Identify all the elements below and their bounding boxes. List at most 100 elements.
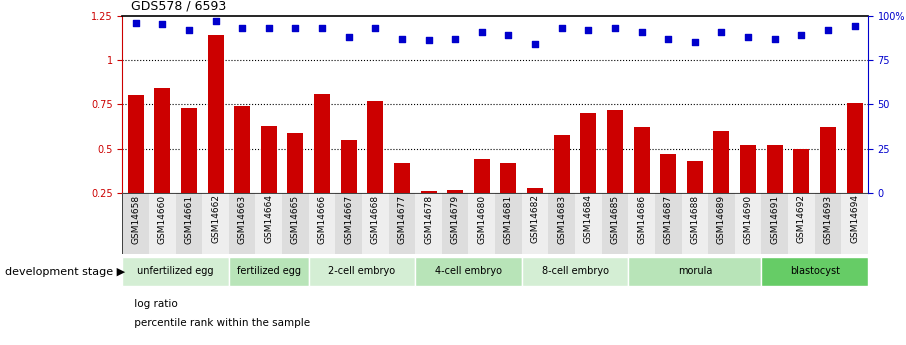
Bar <box>122 257 229 286</box>
Text: GSM14684: GSM14684 <box>583 195 593 244</box>
Point <box>528 41 543 47</box>
Bar <box>314 94 330 238</box>
Bar <box>229 257 309 286</box>
Text: GSM14662: GSM14662 <box>211 195 220 244</box>
Bar <box>602 193 628 254</box>
Bar <box>655 193 681 254</box>
Text: GSM14691: GSM14691 <box>770 195 779 244</box>
Text: GSM14666: GSM14666 <box>317 195 326 244</box>
Bar <box>766 145 783 238</box>
Bar <box>628 257 761 286</box>
Point <box>395 36 410 41</box>
Text: development stage ▶: development stage ▶ <box>5 267 125 277</box>
Point <box>554 25 569 31</box>
Text: GSM14667: GSM14667 <box>344 195 353 244</box>
Bar <box>687 161 703 238</box>
Bar <box>234 106 250 238</box>
Point <box>448 36 462 41</box>
Text: GSM14677: GSM14677 <box>398 195 407 244</box>
Point <box>688 39 702 45</box>
Point <box>181 27 196 32</box>
Bar <box>495 193 522 254</box>
Bar <box>761 257 868 286</box>
Bar <box>442 193 468 254</box>
Bar <box>394 163 410 238</box>
Point <box>342 34 356 40</box>
Text: GSM14690: GSM14690 <box>744 195 753 244</box>
Text: GSM14665: GSM14665 <box>291 195 300 244</box>
Text: GSM14664: GSM14664 <box>265 195 274 244</box>
Text: GSM14686: GSM14686 <box>637 195 646 244</box>
Bar <box>448 190 463 238</box>
Point <box>208 18 223 23</box>
Text: log ratio: log ratio <box>131 299 178 308</box>
Bar <box>842 193 868 254</box>
Text: unfertilized egg: unfertilized egg <box>138 266 214 276</box>
Bar <box>846 102 863 238</box>
Text: GSM14683: GSM14683 <box>557 195 566 244</box>
Point <box>235 25 249 31</box>
Bar <box>415 193 442 254</box>
Text: 4-cell embryo: 4-cell embryo <box>435 266 502 276</box>
Bar <box>581 113 596 238</box>
Point <box>368 25 382 31</box>
Bar <box>714 131 729 238</box>
Bar <box>522 257 628 286</box>
Bar <box>468 193 495 254</box>
Point <box>288 25 303 31</box>
Text: percentile rank within the sample: percentile rank within the sample <box>131 318 311 327</box>
Point <box>767 36 782 41</box>
Bar <box>814 193 842 254</box>
Point <box>795 32 809 38</box>
Bar <box>474 159 490 238</box>
Text: GSM14681: GSM14681 <box>504 195 513 244</box>
Bar <box>628 193 655 254</box>
Text: GSM14682: GSM14682 <box>531 195 540 244</box>
Bar <box>681 193 708 254</box>
Text: GSM14693: GSM14693 <box>824 195 833 244</box>
Point <box>847 23 862 29</box>
Bar <box>149 193 176 254</box>
Bar <box>229 193 255 254</box>
Text: GSM14687: GSM14687 <box>664 195 673 244</box>
Bar <box>522 193 548 254</box>
Bar <box>341 140 357 238</box>
Bar <box>740 145 757 238</box>
Point <box>501 32 516 38</box>
Text: GDS578 / 6593: GDS578 / 6593 <box>131 0 226 12</box>
Bar <box>362 193 389 254</box>
Bar <box>309 193 335 254</box>
Bar <box>708 193 735 254</box>
Bar <box>575 193 602 254</box>
Point <box>608 25 622 31</box>
Text: GSM14685: GSM14685 <box>611 195 620 244</box>
Bar <box>207 35 224 238</box>
Bar <box>122 193 149 254</box>
Text: 8-cell embryo: 8-cell embryo <box>542 266 609 276</box>
Bar <box>287 133 304 238</box>
Point <box>821 27 835 32</box>
Text: 2-cell embryo: 2-cell embryo <box>328 266 396 276</box>
Text: GSM14660: GSM14660 <box>158 195 167 244</box>
Bar <box>607 110 623 238</box>
Text: GSM14689: GSM14689 <box>717 195 726 244</box>
Point <box>661 36 676 41</box>
Bar <box>255 193 282 254</box>
Point <box>741 34 756 40</box>
Bar <box>788 193 814 254</box>
Bar <box>415 257 522 286</box>
Bar <box>261 126 276 238</box>
Bar <box>420 191 437 238</box>
Text: GSM14692: GSM14692 <box>797 195 805 244</box>
Point <box>714 29 728 34</box>
Bar <box>309 257 415 286</box>
Text: GSM14688: GSM14688 <box>690 195 699 244</box>
Point <box>475 29 489 34</box>
Bar <box>154 88 170 238</box>
Bar <box>128 96 144 238</box>
Bar <box>660 154 676 238</box>
Bar <box>181 108 197 238</box>
Point <box>129 20 143 26</box>
Text: GSM14663: GSM14663 <box>237 195 246 244</box>
Text: GSM14679: GSM14679 <box>450 195 459 244</box>
